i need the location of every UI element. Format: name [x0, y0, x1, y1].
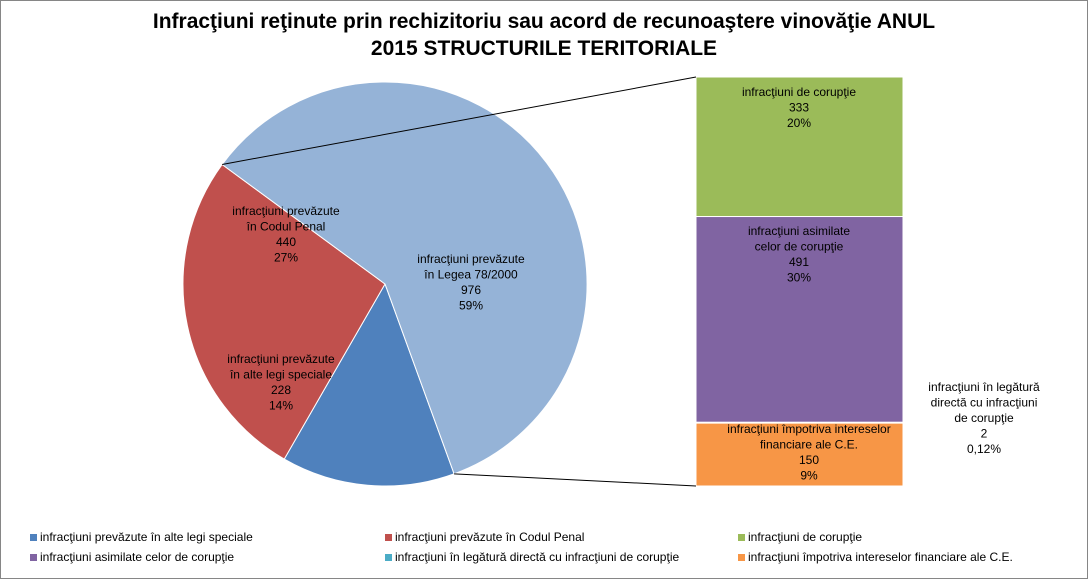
legend-swatch [30, 533, 37, 541]
legend-swatch [738, 533, 745, 541]
connector-line-bottom [454, 473, 697, 487]
legend-label: infracţiuni în legătură directă cu infra… [395, 550, 680, 564]
bar-segment-label: infracţiuni asimilate celor de corupţie 49… [748, 224, 850, 285]
legend-swatch [385, 533, 392, 541]
bar-segment [695, 422, 904, 487]
pie-slice [283, 282, 455, 487]
legend-label: infracţiuni asimilate celor de corupţie [40, 550, 235, 564]
pie-slice-label: infracţiuni prevăzute în Codul Penal 440 27… [232, 204, 340, 265]
connector-line-top [222, 76, 697, 165]
legend-label: infracţiuni prevăzute în alte legi speci… [40, 530, 253, 544]
chart-title-line-2: 2015 STRUCTURILE TERITORIALE [370, 37, 718, 60]
legend-label: infracţiuni de corupţie [748, 530, 863, 544]
legend-item: infracţiuni asimilate celor de corupţie [30, 550, 234, 564]
bar-segment-label: infracţiuni de corupţie 333 20% [742, 85, 856, 130]
bar-segment-label: infracţiuni în legătură directă cu infrac… [928, 380, 1040, 456]
legend-swatch [30, 553, 37, 561]
legend-item: infracţiuni de corupţie [738, 530, 862, 544]
pie-slice [182, 163, 386, 460]
legend-label: infracţiuni prevăzute în Codul Penal [395, 530, 585, 544]
legend-label: infracţiuni împotriva intereselor financ… [748, 550, 1013, 564]
pie-slice-label: infracţiuni prevăzute în alte legi specia… [227, 352, 335, 413]
pie-slice [221, 81, 588, 475]
legend-item: infracţiuni împotriva intereselor financ… [738, 550, 1013, 564]
legend-swatch [385, 553, 392, 561]
bar-segment [695, 216, 904, 423]
bar-segment [695, 76, 904, 218]
chart-title-line-1: Infracţiuni reţinute prin rechizitoriu s… [152, 10, 936, 33]
legend-swatch [738, 553, 745, 561]
legend-item: infracţiuni prevăzute în Codul Penal [385, 530, 584, 544]
legend-item: infracţiuni în legătură directă cu infra… [385, 550, 679, 564]
pie-slice-label: infracţiuni prevăzute în Legea 78/2000 976… [417, 252, 525, 313]
bar-segment-label: infracţiuni împotriva intereselor financi… [727, 422, 890, 483]
chart-title: Infracţiuni reţinute prin rechizitoriu s… [0, 8, 1088, 62]
legend-item: infracţiuni prevăzute în alte legi speci… [30, 530, 253, 544]
